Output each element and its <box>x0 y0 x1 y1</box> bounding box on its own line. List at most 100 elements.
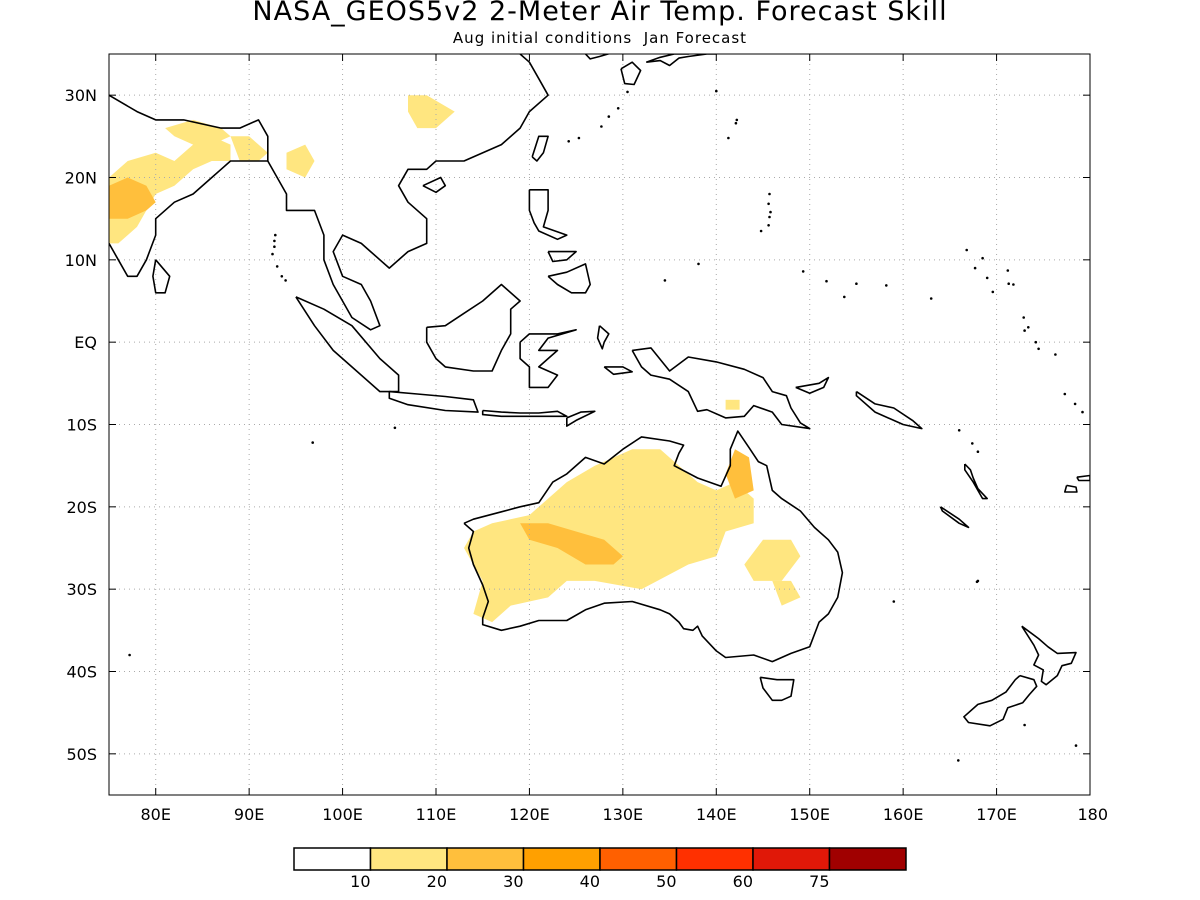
coastline-lesser-sunda <box>481 409 568 418</box>
x-tick-label: 150E <box>789 805 830 824</box>
x-tick-label: 130E <box>603 805 644 824</box>
coastline-fiji <box>1064 484 1078 493</box>
island-marshall-is <box>973 266 977 270</box>
coastline-timor <box>566 410 596 427</box>
coastline-borneo <box>425 283 521 372</box>
island-santa-cruz <box>976 450 980 454</box>
island-kiribati <box>1023 329 1026 332</box>
skill-region-southeast-australia-patch <box>772 580 801 606</box>
island-marshall-is <box>1007 282 1010 286</box>
colorbar-label: 30 <box>503 872 523 891</box>
island-caroline-is <box>855 282 858 286</box>
x-tick-label: 180 <box>1077 805 1108 824</box>
x-tick-label: 160E <box>883 805 924 824</box>
skill-region-south-china <box>408 95 455 129</box>
x-tick-label: 110E <box>416 805 457 824</box>
island-tuvalu <box>1081 410 1084 414</box>
coastline-sri-lanka <box>152 259 171 294</box>
island-ryukyu <box>626 90 629 94</box>
island-caroline-is <box>843 295 846 299</box>
island-lord-howe <box>1074 744 1078 747</box>
skill-region-northern-australia <box>464 449 754 623</box>
island-ogasawara <box>715 89 718 93</box>
coastline-new-guinea <box>631 347 811 430</box>
y-tick-label: 10N <box>65 251 97 270</box>
island-chagos <box>128 653 131 657</box>
coastline-india <box>109 94 269 278</box>
skill-region-queensland-patches <box>744 539 801 581</box>
island-andaman <box>273 239 276 243</box>
island-caroline-is <box>801 270 805 273</box>
coastline-new-caledonia <box>939 506 970 529</box>
island-nicobar <box>280 275 284 278</box>
island-ryukyu <box>616 107 620 110</box>
island-andaman <box>274 233 277 237</box>
coastlines-layer <box>109 54 1090 762</box>
colorbar-swatch <box>446 847 525 871</box>
coastline-japan-shikoku-honshu <box>645 54 718 67</box>
island-ogasawara <box>735 118 739 122</box>
island-marshall-is <box>965 248 968 252</box>
coastline-solomon-is <box>855 390 923 430</box>
island-mariana-is <box>769 210 772 214</box>
island-kiribati <box>1054 353 1057 356</box>
coastline-java <box>388 390 479 413</box>
colorbar-swatch <box>599 847 678 871</box>
colorbar-label: 60 <box>733 872 753 891</box>
island-andaman <box>273 245 276 248</box>
y-tick-label: 30N <box>65 86 97 105</box>
colorbar-swatch <box>522 847 601 871</box>
skill-regions-layer <box>109 95 801 623</box>
colorbar-swatch <box>369 847 448 871</box>
island-santa-cruz <box>971 442 974 445</box>
y-tick-label: 50S <box>66 745 97 764</box>
skill-region-bangladesh <box>230 136 268 161</box>
coastline-nz-south-island <box>963 674 1038 727</box>
coastline-seram <box>603 366 633 376</box>
island-lord-howe <box>1023 723 1026 727</box>
x-tick-label: 80E <box>140 805 170 824</box>
island-ryukyu <box>567 140 570 143</box>
y-tick-label: 10S <box>66 416 97 435</box>
island-caroline-is <box>929 297 933 300</box>
x-tick-label: 170E <box>976 805 1017 824</box>
island-norfolk <box>975 580 979 584</box>
skill-region-western-india <box>109 136 231 244</box>
axis-ticks: 80E 90E 100E 110E 120E 130E 140E 150E 160E 170E 18… <box>65 54 1108 824</box>
island-marshall-is <box>985 276 989 280</box>
colorbar-label: 10 <box>350 872 370 891</box>
island-tuvalu <box>1063 392 1067 396</box>
island-ryukyu <box>600 125 603 128</box>
y-tick-label: EQ <box>74 333 97 352</box>
island-caroline-is <box>885 284 888 287</box>
island-caroline-is <box>697 262 700 266</box>
island-marshall-is <box>991 290 995 294</box>
colorbar-swatch <box>828 847 907 871</box>
x-tick-label: 120E <box>509 805 550 824</box>
colorbar-swatch <box>293 847 372 871</box>
island-mariana-is <box>767 202 770 206</box>
island-marshall-is <box>1006 269 1010 272</box>
island-kiribati <box>1027 326 1030 329</box>
island-kiribati <box>1037 347 1040 351</box>
island-christmas-is <box>393 426 397 430</box>
coastline-hainan <box>422 176 447 194</box>
coastline-tasmania <box>759 676 795 702</box>
skill-region-new-guinea <box>725 399 740 410</box>
coastline-mindanao <box>547 263 591 294</box>
island-lord-howe <box>892 600 896 603</box>
colorbar-label: 50 <box>656 872 676 891</box>
island-kiribati <box>1022 316 1025 319</box>
island-nicobar <box>271 252 274 256</box>
skill-region-myanmar <box>286 144 315 178</box>
skill-region-northern-australia-core <box>520 523 623 565</box>
island-andaman <box>275 265 279 268</box>
island-mariana-is <box>768 192 771 196</box>
skill-region-cape-york <box>725 449 754 499</box>
chart-title: NASA_GEOS5v2 2-Meter Air Temp. Forecast … <box>252 0 948 27</box>
y-tick-label: 40S <box>66 663 97 682</box>
coastline-sumatra <box>295 296 400 393</box>
island-ryukyu <box>607 115 611 118</box>
island-christmas-is <box>311 441 315 444</box>
